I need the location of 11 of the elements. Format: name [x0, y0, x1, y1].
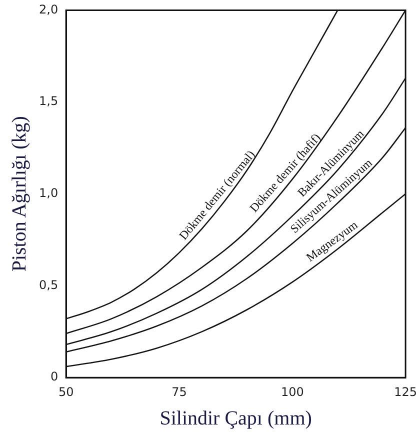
- y-tick-label: 1,5: [38, 94, 58, 108]
- x-tick-label: 50: [58, 384, 74, 399]
- y-tick-label: 0: [50, 370, 58, 384]
- x-tick-label: 100: [280, 384, 304, 399]
- y-tick-label: 2,0: [38, 2, 58, 16]
- x-tick-label: 125: [394, 384, 417, 399]
- y-axis-title: Piston Ağırlığı (kg): [8, 116, 30, 272]
- y-tick-label: 0,5: [38, 278, 58, 292]
- x-tick-label: 75: [172, 384, 187, 399]
- y-tick-label: 1,0: [38, 186, 58, 200]
- x-axis-title: Silindir Çapı (mm): [160, 407, 312, 430]
